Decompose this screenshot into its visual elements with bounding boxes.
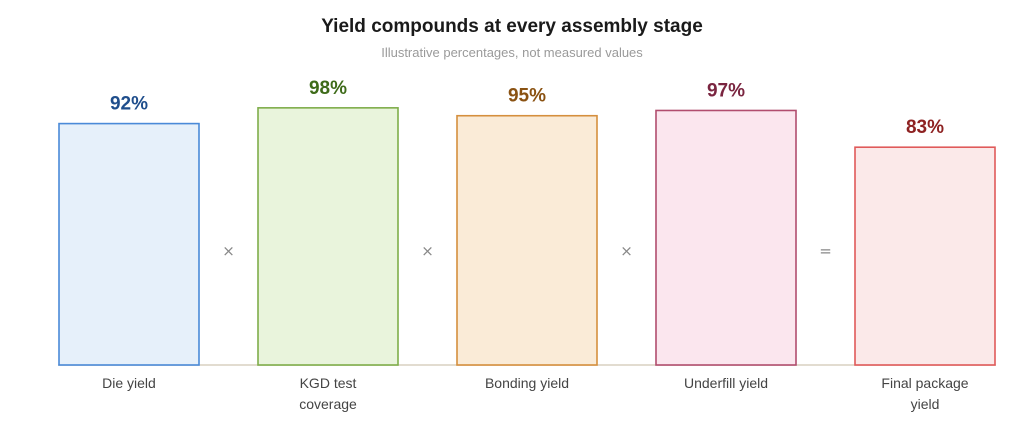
- category-label-3: Bonding yield: [485, 375, 569, 391]
- bar-1: [58, 122, 200, 366]
- category-label-2: KGD test coverage: [299, 375, 357, 412]
- bar-4: [655, 109, 797, 366]
- value-label-3: 95%: [508, 86, 546, 107]
- value-label-5: 83%: [906, 117, 944, 138]
- category-label-5: Final package yield: [881, 375, 968, 412]
- chart-subtitle: Illustrative percentages, not measured v…: [381, 45, 643, 60]
- operator-3: ×: [620, 242, 633, 260]
- operator-1: ×: [222, 242, 235, 260]
- value-label-2: 98%: [309, 78, 347, 99]
- value-label-1: 92%: [110, 94, 148, 115]
- category-label-1: Die yield: [102, 375, 156, 391]
- operator-2: ×: [421, 242, 434, 260]
- chart-title: Yield compounds at every assembly stage: [321, 16, 703, 37]
- bar-5: [854, 146, 996, 366]
- bar-3: [456, 114, 598, 366]
- operator-4: =: [819, 242, 832, 260]
- value-label-4: 97%: [707, 80, 745, 101]
- bar-2: [257, 107, 399, 366]
- category-label-4: Underfill yield: [684, 375, 768, 391]
